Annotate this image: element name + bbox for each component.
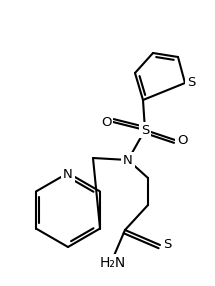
Text: S: S: [163, 239, 171, 251]
Text: H₂N: H₂N: [100, 256, 126, 270]
Text: O: O: [177, 134, 187, 146]
Text: S: S: [141, 124, 149, 136]
Text: O: O: [101, 116, 111, 128]
Text: N: N: [123, 154, 133, 166]
Text: N: N: [63, 168, 73, 182]
Text: S: S: [187, 76, 195, 90]
